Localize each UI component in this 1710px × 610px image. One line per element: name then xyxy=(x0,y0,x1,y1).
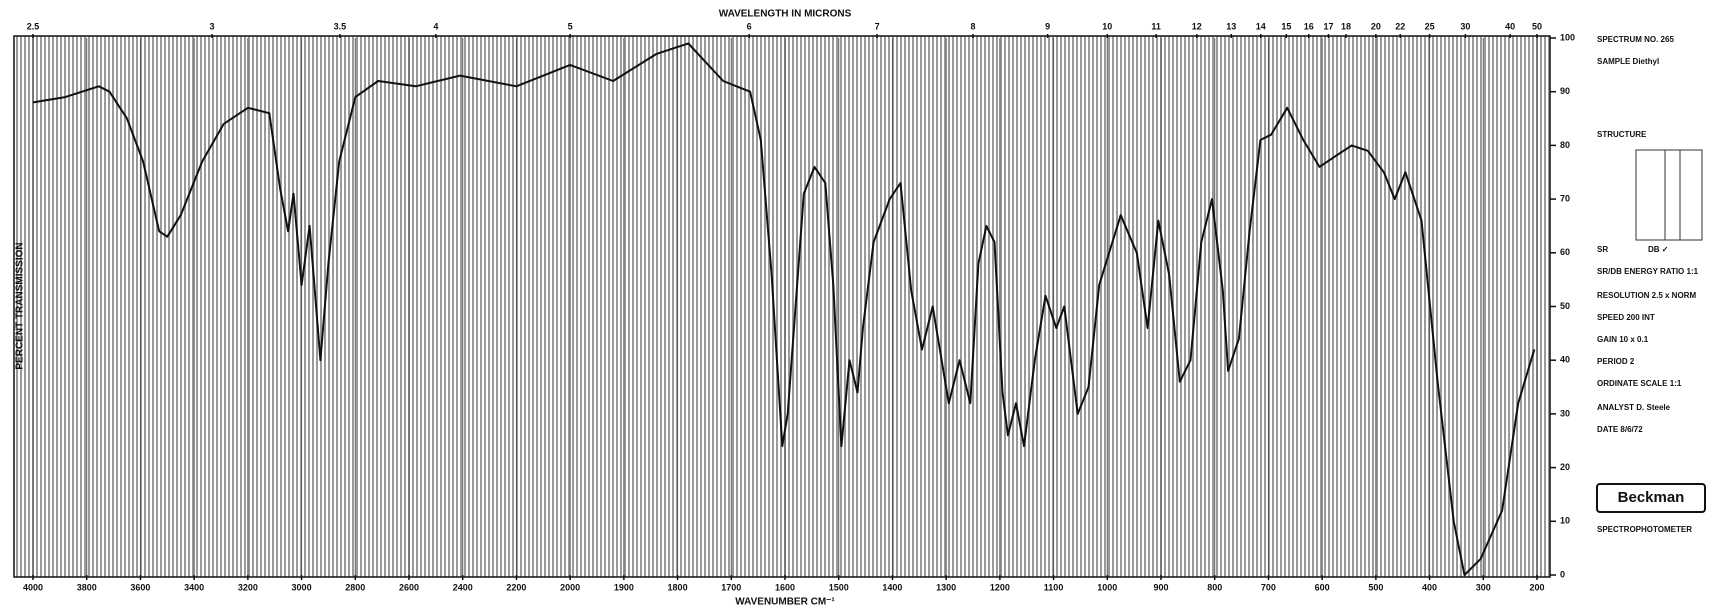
form-field: SR xyxy=(1597,245,1608,254)
form-field: SR/DB ENERGY RATIO 1:1 xyxy=(1597,267,1699,276)
plot-frame xyxy=(13,35,1551,578)
x-tick-label: 600 xyxy=(1315,582,1330,592)
y-tick-label: 40 xyxy=(1560,355,1570,365)
x-tick-label: 900 xyxy=(1153,582,1168,592)
top-tick-label: 16 xyxy=(1304,21,1314,31)
top-tick-label: 11 xyxy=(1151,21,1161,31)
top-tick-label: 15 xyxy=(1281,21,1291,31)
x-tick-label: 1000 xyxy=(1097,582,1117,592)
top-tick-label: 8 xyxy=(970,21,975,31)
x-tick-label: 200 xyxy=(1529,582,1544,592)
y-tick-label: 60 xyxy=(1560,247,1570,257)
top-tick-label: 7 xyxy=(875,21,880,31)
top-tick-label: 9 xyxy=(1045,21,1050,31)
top-tick-label: 50 xyxy=(1532,21,1542,31)
form-field: ANALYST D. Steele xyxy=(1597,403,1671,412)
brand-box xyxy=(1596,483,1706,513)
x-tick-label: 4000 xyxy=(23,582,43,592)
form-field: ORDINATE SCALE 1:1 xyxy=(1597,379,1682,388)
x-tick-label: 3400 xyxy=(184,582,204,592)
top-tick-label: 14 xyxy=(1256,21,1266,31)
form-field: SPECTRUM NO. 265 xyxy=(1597,35,1674,44)
top-tick-label: 40 xyxy=(1505,21,1515,31)
x-tick-label: 800 xyxy=(1207,582,1222,592)
y-tick-label: 50 xyxy=(1560,301,1570,311)
x-tick-label: 1700 xyxy=(721,582,741,592)
top-tick-label: 30 xyxy=(1460,21,1470,31)
top-tick-label: 18 xyxy=(1341,21,1351,31)
info-panel xyxy=(1596,149,1706,513)
y-tick-label: 80 xyxy=(1560,140,1570,150)
top-tick-label: 17 xyxy=(1323,21,1333,31)
x-tick-label: 400 xyxy=(1422,582,1437,592)
form-field: SAMPLE Diethyl xyxy=(1597,57,1659,66)
brand-name: Beckman xyxy=(1618,489,1685,506)
x-tick-label: 3800 xyxy=(77,582,97,592)
top-tick-label: 5 xyxy=(568,21,573,31)
x-tick-label: 2600 xyxy=(399,582,419,592)
x-tick-label: 1100 xyxy=(1044,582,1064,592)
form-field: RESOLUTION 2.5 x NORM xyxy=(1597,291,1696,300)
form-field: DB ✓ xyxy=(1648,245,1668,254)
form-field: SPECTROPHOTOMETER xyxy=(1597,525,1692,534)
x-tick-label: 1300 xyxy=(936,582,956,592)
x-tick-label: 300 xyxy=(1476,582,1491,592)
top-tick-label: 3 xyxy=(210,21,215,31)
x-tick-label: 2200 xyxy=(506,582,526,592)
y-tick-label: 100 xyxy=(1560,32,1575,42)
x-axis-title: WAVENUMBER CM⁻¹ xyxy=(735,597,835,608)
form-field: PERIOD 2 xyxy=(1597,357,1635,366)
y-tick-label: 90 xyxy=(1560,86,1570,96)
y-tick-label: 20 xyxy=(1560,462,1570,472)
form-field: SPEED 200 INT xyxy=(1597,313,1655,322)
x-tick-label: 700 xyxy=(1261,582,1276,592)
top-tick-label: 25 xyxy=(1425,21,1435,31)
x-tick-label: 1600 xyxy=(775,582,795,592)
x-tick-label: 1400 xyxy=(882,582,902,592)
top-tick-label: 6 xyxy=(747,21,752,31)
x-tick-label: 2000 xyxy=(560,582,580,592)
x-tick-label: 3000 xyxy=(292,582,312,592)
top-tick-label: 20 xyxy=(1371,21,1381,31)
x-tick-label: 1500 xyxy=(829,582,849,592)
y-axis-title: PERCENT TRANSMISSION xyxy=(15,242,26,369)
top-tick-label: 22 xyxy=(1395,21,1405,31)
top-tick-label: 3.5 xyxy=(334,21,347,31)
x-tick-label: 2400 xyxy=(453,582,473,592)
y-tick-label: 30 xyxy=(1560,408,1570,418)
x-tick-label: 3200 xyxy=(238,582,258,592)
top-tick-label: 12 xyxy=(1192,21,1202,31)
y-tick-label: 10 xyxy=(1560,516,1570,526)
top-tick-label: 10 xyxy=(1102,21,1112,31)
form-field: STRUCTURE xyxy=(1597,130,1647,139)
x-tick-label: 2800 xyxy=(345,582,365,592)
top-tick-label: 2.5 xyxy=(27,21,40,31)
form-field: DATE 8/6/72 xyxy=(1597,425,1643,434)
x-tick-label: 500 xyxy=(1368,582,1383,592)
top-tick-label: 13 xyxy=(1226,21,1236,31)
form-field: GAIN 10 x 0.1 xyxy=(1597,335,1649,344)
spectrum-line xyxy=(32,42,1536,576)
structure-box xyxy=(1635,149,1703,241)
y-tick-label: 70 xyxy=(1560,193,1570,203)
y-tick-label: 0 xyxy=(1560,569,1565,579)
x-tick-label: 1900 xyxy=(614,582,634,592)
x-tick-label: 1800 xyxy=(668,582,688,592)
chart-background xyxy=(14,36,1550,577)
x-tick-label: 3600 xyxy=(130,582,150,592)
top-tick-label: 4 xyxy=(433,21,438,31)
top-axis-title: WAVELENGTH IN MICRONS xyxy=(719,9,852,20)
x-tick-label: 1200 xyxy=(990,582,1010,592)
